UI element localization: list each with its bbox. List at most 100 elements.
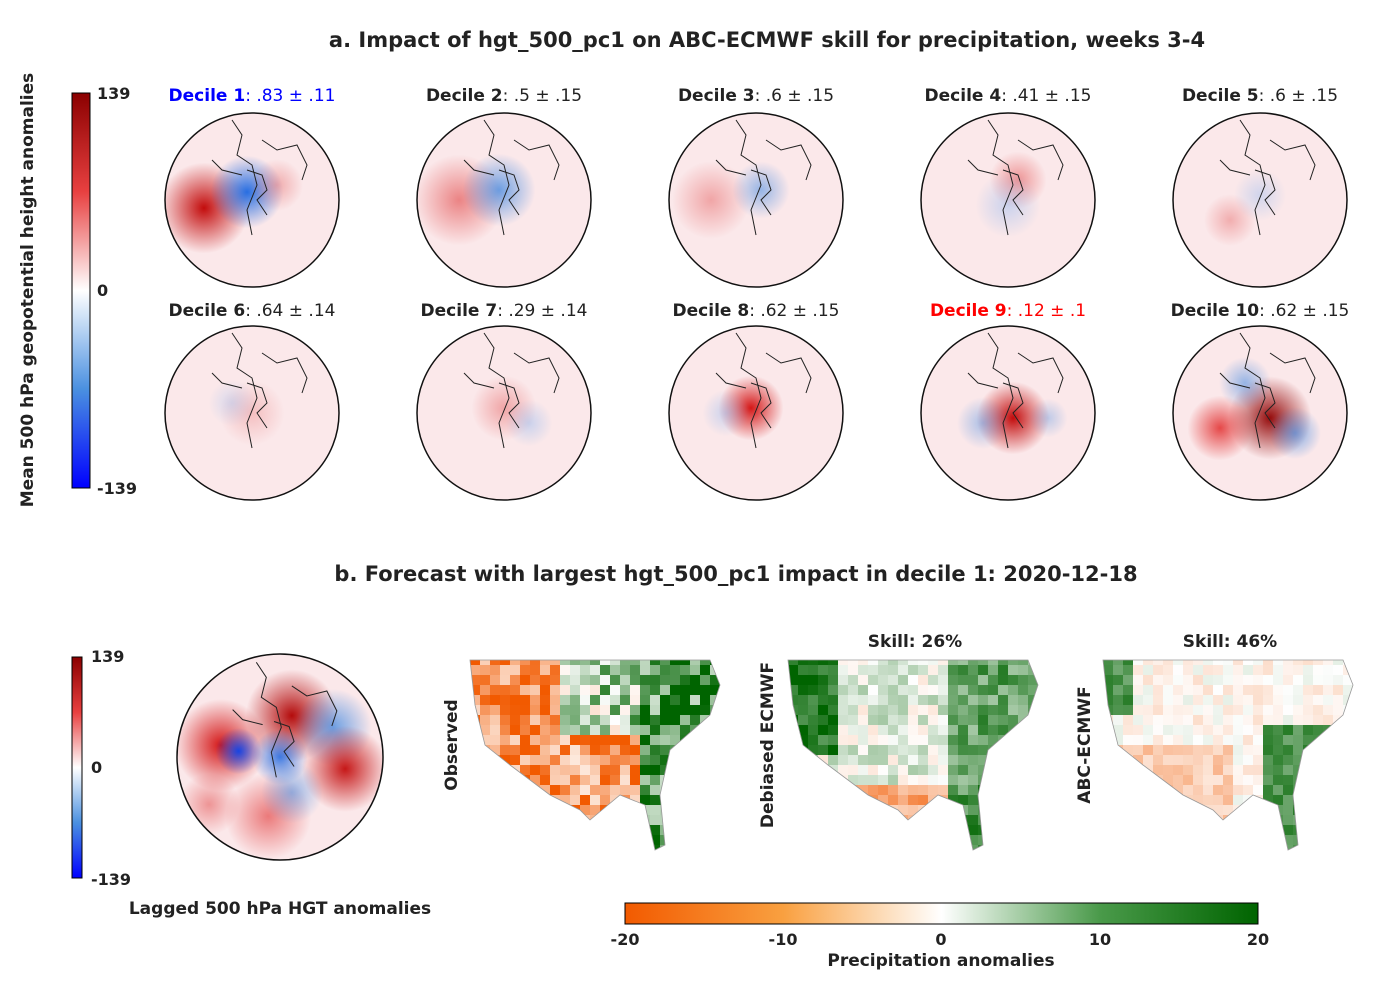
precip-cell <box>710 785 720 796</box>
precip-cell <box>1243 685 1254 696</box>
precip-cell <box>838 755 849 766</box>
precip-cell <box>1113 765 1124 776</box>
precip-cell <box>630 755 641 766</box>
precip-cell <box>620 665 631 676</box>
precip-cell <box>590 755 601 766</box>
precip-cell <box>510 675 521 686</box>
precip-cell <box>808 745 819 756</box>
precip-cell <box>798 805 809 816</box>
precip-cell <box>1243 795 1254 806</box>
precip-cell <box>1123 835 1134 846</box>
precip-cell <box>788 825 799 836</box>
precip-cell <box>878 825 889 836</box>
precip-cell <box>1333 775 1344 786</box>
decile-label: Decile 1: .83 ± .11 <box>169 86 336 106</box>
precip-cell <box>1223 805 1234 816</box>
precip-cell <box>1313 685 1324 696</box>
precip-cell <box>1193 765 1204 776</box>
precip-cell <box>1213 665 1224 676</box>
decile-name: Decile 1 <box>168 86 246 106</box>
precip-cell <box>640 675 651 686</box>
precip-cell <box>1343 795 1353 806</box>
precip-cell <box>1253 785 1264 796</box>
precip-cell <box>1008 685 1019 696</box>
precip-cell <box>480 785 491 796</box>
precip-cell <box>988 795 999 806</box>
precip-cell <box>1133 715 1144 726</box>
precip-cell <box>958 725 969 736</box>
precip-cell <box>868 755 879 766</box>
precip-cell <box>838 845 849 850</box>
precip-cell <box>1133 815 1144 826</box>
precip-cell <box>1293 725 1304 736</box>
precip-cell <box>918 695 929 706</box>
hgt-caption: Lagged 500 hPa HGT anomalies <box>128 899 432 919</box>
precip-cell <box>1183 715 1194 726</box>
precip-cell <box>968 785 979 796</box>
precip-cell <box>788 725 799 736</box>
precip-cell <box>1233 755 1244 766</box>
precip-cell <box>480 735 491 746</box>
precip-cell <box>1263 835 1274 846</box>
precip-cell <box>1113 805 1124 816</box>
precip-cell <box>968 685 979 696</box>
precip-cell <box>828 705 839 716</box>
precip-cell <box>1283 745 1294 756</box>
precip-cell <box>1008 755 1019 766</box>
precip-cell <box>1193 835 1204 846</box>
precip-cell <box>1253 815 1264 826</box>
precip-cell <box>948 775 959 786</box>
precip-cell <box>848 835 859 846</box>
precip-cell <box>878 715 889 726</box>
precip-cell <box>490 685 501 696</box>
precip-cell <box>1153 725 1164 736</box>
precip-cell <box>1123 735 1134 746</box>
precip-cell <box>1103 815 1114 826</box>
precip-cell <box>630 675 641 686</box>
precip-cell <box>1213 660 1224 666</box>
precip-cell <box>670 805 681 816</box>
precip-cell <box>928 795 939 806</box>
precip-cell <box>480 765 491 776</box>
colorbar-b-tick-zero: 0 <box>91 758 103 777</box>
precip-cell <box>988 825 999 836</box>
precip-cell <box>1243 745 1254 756</box>
precip-cell <box>898 685 909 696</box>
precip-cell <box>580 755 591 766</box>
precip-cell <box>928 660 939 666</box>
precip-cell <box>1103 695 1114 706</box>
precip-cell <box>868 795 879 806</box>
precip-cell <box>908 685 919 696</box>
precip-cell <box>610 765 621 776</box>
precip-cell <box>630 775 641 786</box>
precip-cell <box>1243 725 1254 736</box>
precip-cell <box>1213 845 1224 850</box>
precip-cell <box>710 725 720 736</box>
precip-cell <box>1333 725 1344 736</box>
precip-cell <box>1143 725 1154 736</box>
precip-cell <box>1173 775 1184 786</box>
precip-cell <box>818 765 829 776</box>
precip-cell <box>878 755 889 766</box>
precip-cell <box>1243 695 1254 706</box>
precip-cell <box>1008 675 1019 686</box>
precip-cell <box>1343 835 1353 846</box>
precip-cell <box>490 715 501 726</box>
precip-cell <box>828 835 839 846</box>
precip-cell <box>808 735 819 746</box>
precip-cell <box>978 735 989 746</box>
precip-cell <box>828 775 839 786</box>
precip-cell <box>580 795 591 806</box>
precip-cell <box>670 705 681 716</box>
precip-cell <box>1293 715 1304 726</box>
precip-cell <box>640 660 651 666</box>
precip-cell <box>620 815 631 826</box>
precip-cell <box>700 695 711 706</box>
precip-cell <box>838 695 849 706</box>
precip-cell <box>1273 775 1284 786</box>
precip-cell <box>1233 765 1244 776</box>
precip-cell <box>630 825 641 836</box>
precip-cell <box>918 835 929 846</box>
precip-cell <box>948 755 959 766</box>
precip-cell <box>1028 825 1038 836</box>
